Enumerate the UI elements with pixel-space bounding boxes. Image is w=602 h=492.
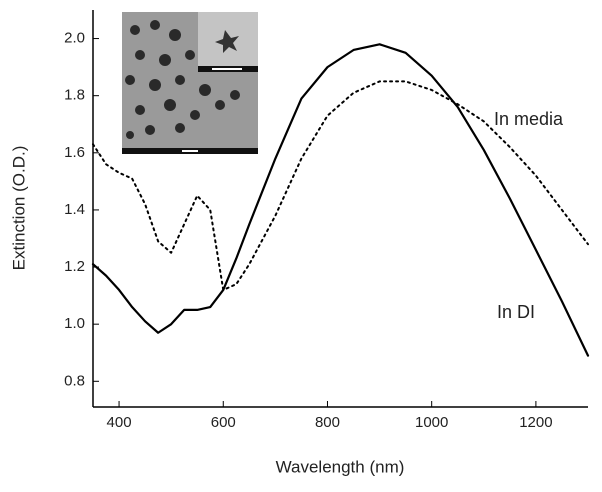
x-tick-label: 600 bbox=[211, 414, 236, 431]
series-line bbox=[91, 43, 590, 357]
x-axis-label: Wavelength (nm) bbox=[276, 457, 405, 476]
y-tick-label: 1.8 bbox=[64, 87, 85, 104]
y-tick-label: 1.2 bbox=[64, 258, 85, 275]
y-tick-label: 1.4 bbox=[64, 201, 85, 218]
y-tick-label: 2.0 bbox=[64, 30, 85, 47]
x-tick-label: 800 bbox=[315, 414, 340, 431]
x-tick-label: 1200 bbox=[519, 414, 552, 431]
x-tick-label: 400 bbox=[107, 414, 132, 431]
y-tick-label: 0.8 bbox=[64, 372, 85, 389]
x-tick-label: 1000 bbox=[415, 414, 448, 431]
series-annotation: In DI bbox=[497, 302, 535, 322]
y-tick-label: 1.6 bbox=[64, 144, 85, 161]
inset-image bbox=[122, 12, 258, 154]
y-axis-label: Extinction (O.D.) bbox=[9, 146, 28, 271]
series-line bbox=[92, 80, 589, 291]
series-annotation: In media bbox=[494, 109, 564, 129]
y-tick-label: 1.0 bbox=[64, 315, 85, 332]
